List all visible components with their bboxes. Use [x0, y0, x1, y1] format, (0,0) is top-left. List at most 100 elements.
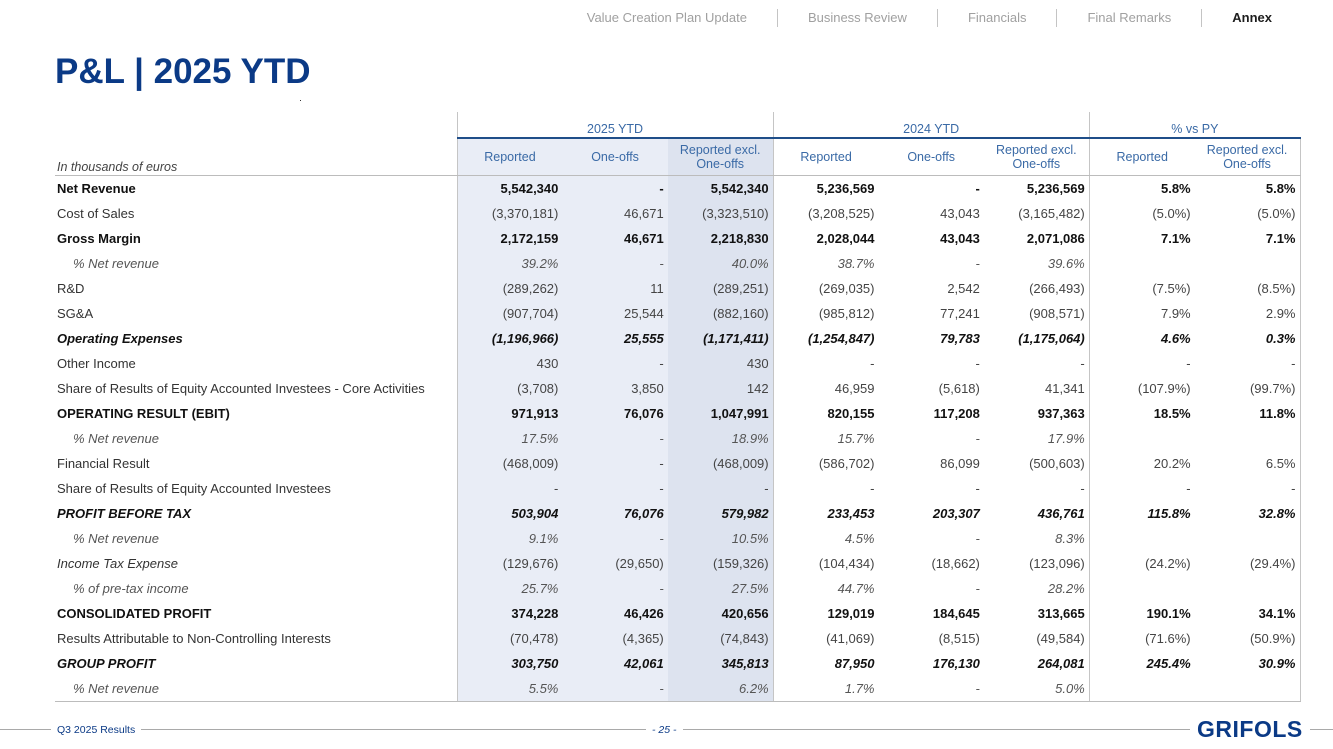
cell-2025-one-offs: 11 [562, 276, 668, 301]
cell-2024-reported-excl: 5.0% [983, 676, 1090, 702]
table-row: Income Tax Expense (129,676) (29,650) (159,… [55, 551, 1301, 576]
cell-2024-one-offs: 43,043 [940, 231, 980, 246]
col-2024-reported-excl: Reported excl. One-offs [983, 138, 1090, 176]
cell-pct-reported: - [1186, 356, 1191, 371]
table-row: Net Revenue 5,542,340-5,542,340 5,236,569-… [55, 175, 1301, 201]
cell-2025-reported: 9.1% [456, 526, 563, 551]
cell-2024-reported: (1,254,847) [808, 331, 875, 346]
table-row: Cost of Sales (3,370,181) 46,671 (3,323,510… [55, 201, 1301, 226]
col-2024-reported: Reported [773, 138, 879, 176]
cell-2025-reported-excl: (468,009) [667, 451, 774, 476]
cell-2024-one-offs: - [975, 356, 980, 371]
table-row: Share of Results of Equity Accounted Inv… [55, 476, 1301, 501]
cell-2024-reported: 233,453 [827, 506, 875, 521]
cell-2024-one-offs: 184,645 [932, 606, 980, 621]
cell-2024-reported-excl: (266,493) [983, 276, 1090, 301]
cell-2024-reported: 129,019 [827, 606, 875, 621]
cell-pct-reported-excl: (5.0%) [1194, 201, 1301, 226]
cell-2024-reported: 5,236,569 [816, 181, 875, 196]
cell-2025-reported: (129,676) [456, 551, 563, 576]
cell-2024-one-offs: 117,208 [933, 406, 980, 421]
cell-pct-reported: 7.9% [1160, 306, 1191, 321]
group-header-pct-vs-py: % vs PY [1088, 112, 1300, 139]
cell-2024-reported-excl: 41,341 [983, 376, 1090, 401]
cell-2025-one-offs: - [562, 451, 668, 476]
cell-2024-reported: (269,035) [818, 281, 875, 296]
col-2025-reported-excl: Reported excl. One-offs [667, 138, 774, 176]
cell-2025-reported: 5,542,340 [456, 175, 563, 201]
cell-pct-reported-excl [1194, 676, 1301, 702]
nav-item-business-review[interactable]: Business Review [776, 9, 937, 27]
cell-2024-reported-excl: (908,571) [983, 301, 1090, 326]
row-label: Other Income [57, 356, 136, 371]
stray-dot [300, 100, 301, 101]
cell-pct-reported-excl: (8.5%) [1194, 276, 1301, 301]
table-row: % of pre-tax income 25.7% -27.5% 44.7% -28.2… [55, 576, 1301, 601]
cell-2025-reported-excl: 18.9% [667, 426, 774, 451]
table-row: Gross Margin 2,172,159 46,671 2,218,830 2,02… [55, 226, 1301, 251]
row-label: % of pre-tax income [73, 581, 189, 596]
cell-2024-reported-excl: (123,096) [983, 551, 1090, 576]
cell-2024-reported-excl: 2,071,086 [983, 226, 1090, 251]
cell-pct-reported-excl: (99.7%) [1194, 376, 1301, 401]
cell-2025-reported: (468,009) [456, 451, 563, 476]
cell-2024-one-offs: (18,662) [931, 556, 980, 571]
cell-2025-reported-excl: 6.2% [667, 676, 774, 702]
table-row: GROUP PROFIT 303,750 42,061 345,813 87,950 17… [55, 651, 1301, 676]
nav-item-value-creation[interactable]: Value Creation Plan Update [586, 10, 747, 25]
col-2024-one-offs: One-offs [878, 138, 984, 176]
cell-pct-reported: 4.6% [1160, 331, 1191, 346]
row-label: Results Attributable to Non-Controlling … [57, 631, 331, 646]
cell-2024-reported: 820,155 [827, 406, 875, 421]
cell-2025-reported-excl: (3,323,510) [667, 201, 774, 226]
table-row: % Net revenue 39.2% -40.0% 38.7% -39.6% [55, 251, 1301, 276]
cell-2025-one-offs: 3,850 [562, 376, 668, 401]
cell-pct-reported-excl [1194, 426, 1301, 451]
table-row: Results Attributable to Non-Controlling … [55, 626, 1301, 651]
col-2025-excl-line1: Reported excl. [679, 143, 761, 157]
cell-pct-reported: (24.2%) [1145, 556, 1191, 571]
cell-pct-reported: 245.4% [1146, 656, 1191, 671]
nav-item-financials[interactable]: Financials [936, 9, 1057, 27]
table-row: R&D (289,262) 11 (289,251) (269,035) 2,542 (26… [55, 276, 1301, 301]
cell-2024-reported-excl: (1,175,064) [983, 326, 1090, 351]
cell-pct-reported [1089, 426, 1194, 451]
table-row: % Net revenue 5.5% -6.2% 1.7% -5.0% [55, 676, 1301, 702]
cell-2025-one-offs: 42,061 [562, 651, 668, 676]
cell-2024-reported: 46,959 [834, 381, 875, 396]
cell-2024-reported: - [870, 356, 875, 371]
cell-2025-one-offs: 46,671 [562, 201, 668, 226]
cell-2025-reported: - [456, 476, 563, 501]
section-nav: Value Creation Plan Update Business Revi… [557, 9, 1276, 27]
nav-item-annex[interactable]: Annex [1201, 9, 1276, 27]
cell-2024-reported-excl: - [983, 476, 1090, 501]
cell-2025-reported-excl: (882,160) [667, 301, 774, 326]
unit-note: In thousands of euros [55, 138, 457, 176]
cell-2025-reported-excl: 5,542,340 [667, 175, 774, 201]
cell-2025-reported-excl: 2,218,830 [667, 226, 774, 251]
cell-2025-one-offs: 25,544 [562, 301, 668, 326]
grifols-logo: GRIFOLS [1190, 715, 1310, 743]
cell-2025-reported: 971,913 [456, 401, 563, 426]
table-row: SG&A (907,704) 25,544 (882,160) (985,812) 77,… [55, 301, 1301, 326]
cell-2024-reported-excl: 28.2% [983, 576, 1090, 601]
table-row: Other Income 430-430- - - - - [55, 351, 1301, 376]
row-label: Income Tax Expense [57, 556, 178, 571]
col-2024-excl-line2: One-offs [1012, 157, 1061, 171]
cell-2025-one-offs: - [562, 426, 668, 451]
row-label: CONSOLIDATED PROFIT [57, 606, 212, 621]
cell-2025-one-offs: (29,650) [562, 551, 668, 576]
cell-2024-reported-excl: 17.9% [983, 426, 1090, 451]
cell-2025-reported-excl: 27.5% [667, 576, 774, 601]
nav-item-final-remarks[interactable]: Final Remarks [1056, 9, 1201, 27]
row-label: PROFIT BEFORE TAX [57, 506, 192, 521]
cell-pct-reported: 5.8% [1160, 181, 1191, 196]
cell-2025-reported: 303,750 [456, 651, 563, 676]
cell-2025-reported: (3,708) [456, 376, 563, 401]
row-label: Financial Result [57, 456, 150, 471]
col-pct-excl-line1: Reported excl. [1206, 143, 1288, 157]
cell-2024-reported: (586,702) [818, 456, 875, 471]
cell-2025-reported-excl: 430 [667, 351, 774, 376]
cell-2025-reported-excl: (1,171,411) [667, 326, 774, 351]
cell-pct-reported-excl: 5.8% [1194, 175, 1301, 201]
